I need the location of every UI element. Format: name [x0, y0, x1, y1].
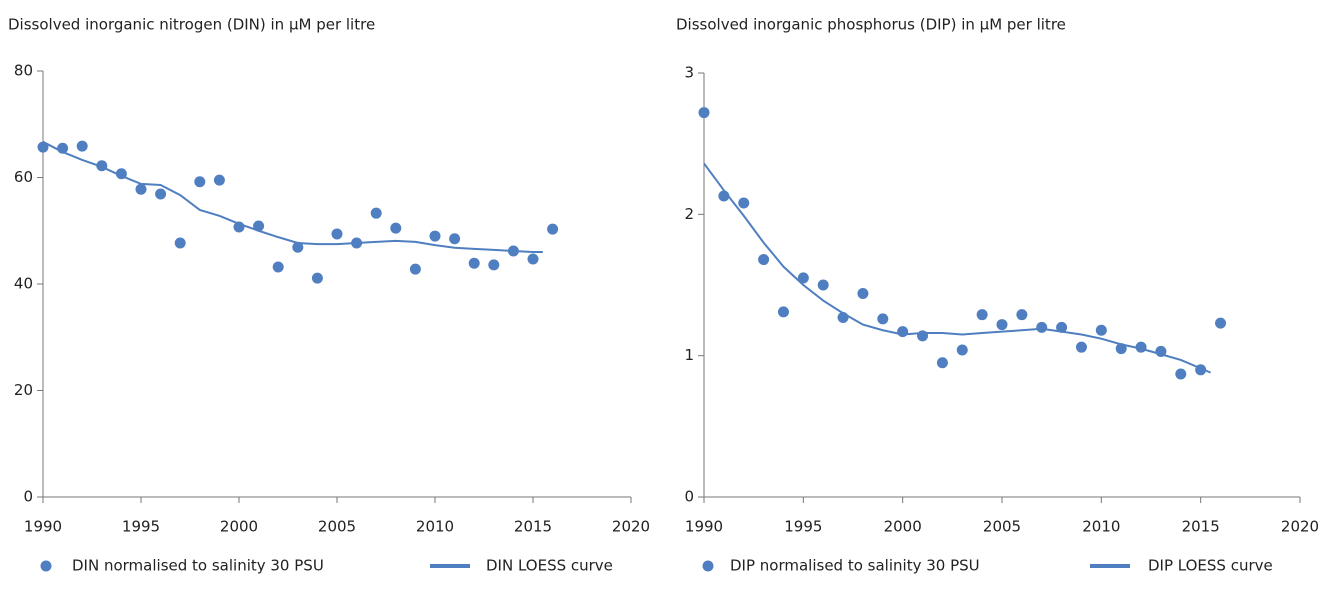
data-point	[1056, 321, 1068, 333]
data-point	[292, 241, 304, 253]
x-tick-label: 2015	[1182, 518, 1220, 536]
data-point	[1095, 324, 1107, 336]
data-point	[1175, 368, 1187, 380]
x-tick-label: 1990	[685, 518, 723, 536]
data-point	[331, 228, 343, 240]
data-point	[135, 183, 147, 195]
data-point	[409, 263, 421, 275]
legend-label: DIP normalised to salinity 30 PSU	[730, 557, 980, 575]
x-tick-label: 1995	[784, 518, 822, 536]
legend-label: DIP LOESS curve	[1148, 557, 1273, 575]
data-point	[817, 279, 829, 291]
x-tick-label: 2020	[1281, 518, 1319, 536]
data-point	[194, 176, 206, 188]
y-tick-label: 2	[684, 205, 694, 223]
x-tick-label: 2005	[318, 518, 356, 536]
data-point	[956, 344, 968, 356]
x-tick-label: 2005	[983, 518, 1021, 536]
legend-label: DIN LOESS curve	[486, 557, 613, 575]
data-point	[390, 222, 402, 234]
data-point	[917, 330, 929, 342]
loess-line	[42, 140, 543, 254]
data-point	[897, 326, 909, 338]
data-point	[174, 237, 186, 249]
data-point	[488, 259, 500, 271]
data-point	[213, 174, 225, 186]
data-point	[996, 319, 1008, 331]
data-point	[527, 253, 539, 265]
data-point	[311, 272, 323, 284]
loess-line	[703, 162, 1211, 374]
data-point	[936, 357, 948, 369]
data-point	[758, 254, 770, 266]
data-point	[429, 230, 441, 242]
x-tick-label: 2015	[514, 518, 552, 536]
x-tick-label: 2000	[884, 518, 922, 536]
data-point	[1215, 317, 1227, 329]
legend-label: DIN normalised to salinity 30 PSU	[72, 557, 324, 575]
chart-title: Dissolved inorganic phosphorus (DIP) in …	[676, 16, 1066, 34]
data-point	[857, 287, 869, 299]
legend-swatch	[40, 560, 52, 572]
data-point	[253, 220, 265, 232]
data-point	[370, 207, 382, 219]
x-tick-label: 2020	[612, 518, 650, 536]
y-tick-label: 40	[14, 275, 33, 293]
data-point	[1016, 309, 1028, 321]
data-point	[1075, 341, 1087, 353]
x-tick-label: 1990	[24, 518, 62, 536]
data-point	[155, 188, 167, 200]
chart-title: Dissolved inorganic nitrogen (DIN) in µM…	[8, 16, 375, 34]
x-tick-label: 1995	[122, 518, 160, 536]
data-point	[547, 223, 559, 235]
y-tick-label: 1	[684, 346, 694, 364]
data-point	[272, 261, 284, 273]
y-tick-label: 60	[14, 168, 33, 186]
data-point	[449, 233, 461, 245]
data-point	[777, 306, 789, 318]
legend-swatch	[702, 560, 714, 572]
data-point	[738, 197, 750, 209]
data-point	[976, 309, 988, 321]
y-tick-label: 0	[684, 488, 694, 506]
data-point	[37, 141, 49, 153]
data-point	[877, 313, 889, 325]
data-point	[797, 272, 809, 284]
y-tick-label: 0	[23, 488, 33, 506]
y-tick-label: 3	[684, 64, 694, 82]
y-tick-label: 80	[14, 62, 33, 80]
y-tick-label: 20	[14, 381, 33, 399]
data-point	[1036, 321, 1048, 333]
data-point	[76, 140, 88, 152]
data-point	[698, 107, 710, 119]
x-tick-label: 2000	[220, 518, 258, 536]
x-tick-label: 2010	[416, 518, 454, 536]
x-tick-label: 2010	[1082, 518, 1120, 536]
data-point	[468, 257, 480, 269]
